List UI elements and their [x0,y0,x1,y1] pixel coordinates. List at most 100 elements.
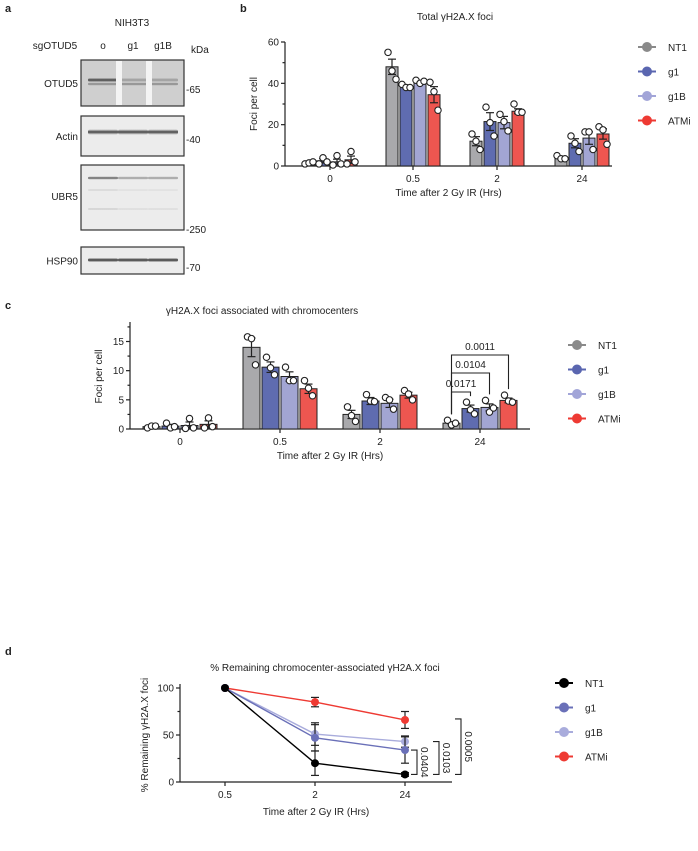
p-value-label: 0.0104 [455,360,486,371]
data-point [281,363,290,371]
legend-item-g1b: g1B [568,389,616,401]
x-tick-label: 0.5 [218,790,232,801]
data-point [262,353,271,361]
protein-band [88,258,118,262]
y-tick-label: 0 [168,778,174,789]
data-point [518,108,526,117]
bar-g1 [399,85,413,167]
y-tick-label: 50 [163,731,175,742]
data-point [343,403,352,411]
data-point [266,363,275,372]
blot-protein-label: HSP90 [46,257,78,268]
data-point [270,370,279,379]
protein-band [118,208,148,210]
blot-actin [80,115,185,157]
legend-item-g1: g1 [555,702,597,715]
data-point [309,158,317,166]
data-point [500,117,508,126]
legend-label: NT1 [585,679,604,690]
data-point [362,390,371,399]
data-point [170,422,179,431]
legend-item-atmi: ATMi [568,413,621,426]
data-point-g1 [311,733,319,742]
lane-label: g1B [154,41,172,52]
y-tick-label: 5 [118,395,124,406]
protein-band [118,82,148,86]
data-point [420,77,428,86]
protein-band [88,82,118,86]
blot-frame [80,164,185,231]
data-point [247,334,256,343]
protein-band [148,176,178,180]
lane-gap [116,61,122,105]
chart-title: γH2A.X foci associated with chromocenter… [166,306,358,317]
lane-label: g1 [127,41,139,52]
panel-c-bar-chart: c γH2A.X foci associated with chromocente… [5,300,621,462]
protein-band [118,189,148,191]
protein-band [148,78,178,82]
bar-atmi [511,110,525,167]
data-point [315,160,323,168]
data-point [308,391,317,400]
legend-marker [559,727,569,737]
data-point-nt1 [311,759,319,768]
legend-item-nt1: NT1 [638,42,687,54]
data-point [508,398,517,406]
bar-g1 [361,400,380,430]
chart-title: % Remaining chromocenter-associated γH2A… [210,663,440,674]
x-axis-label: Time after 2 Gy IR (Hrs) [263,807,369,818]
x-tick-label: 2 [312,790,318,801]
data-point [486,118,494,127]
legend-label: g1B [585,728,603,739]
data-point [181,424,190,433]
y-axis-label: % Remaining γH2A.X foci [140,678,151,793]
data-point [408,396,417,404]
chart-title: Total γH2A.X foci [417,12,493,23]
x-tick-label: 24 [576,174,588,185]
data-point [385,396,394,404]
blot-kda-marker: -250 [186,225,206,236]
data-point [151,422,160,430]
data-point [370,397,379,406]
blot-protein-label: OTUD5 [44,79,78,90]
significance-bracket [411,749,418,776]
panel-label-a: a [5,3,12,15]
data-point [384,48,392,57]
legend-marker [572,340,582,350]
legend-label: g1 [585,704,597,715]
data-point [603,140,611,149]
data-point [490,132,498,140]
legend-marker [572,413,582,424]
p-value-label: 0.0011 [465,342,495,353]
cell-line-label: NIH3T3 [115,18,150,29]
data-point [451,419,460,427]
protein-band [148,189,178,191]
legend-label: g1B [598,390,616,401]
data-point [489,404,498,412]
legend-marker [572,389,582,399]
y-tick-label: 0 [118,425,124,436]
y-axis-label: Foci per cell [94,350,105,404]
blot-ubr5 [80,164,185,231]
p-value-label: 0.0005 [462,731,473,762]
lane-label: o [100,41,106,52]
panel-label-b: b [240,3,247,15]
panel-label-d: d [5,646,12,658]
panel-a-western-blot: a NIH3T3 sgOTUD5 o g1 g1B kDa OTUD5 -65 Actin -40 U… [5,3,209,275]
data-point [329,161,337,169]
data-point-nt1 [221,684,229,692]
data-point [567,132,575,140]
legend-label: g1B [668,92,686,103]
bar-g1b [280,376,299,430]
x-tick-label: 2 [377,437,383,448]
y-tick-label: 15 [113,337,125,348]
data-point [406,83,414,92]
data-point [300,376,309,385]
data-point [589,145,597,154]
x-tick-label: 0 [177,437,183,448]
protein-band [118,258,148,262]
significance-bracket [433,741,440,776]
blot-protein-label: Actin [56,132,78,143]
legend-marker [559,702,569,713]
